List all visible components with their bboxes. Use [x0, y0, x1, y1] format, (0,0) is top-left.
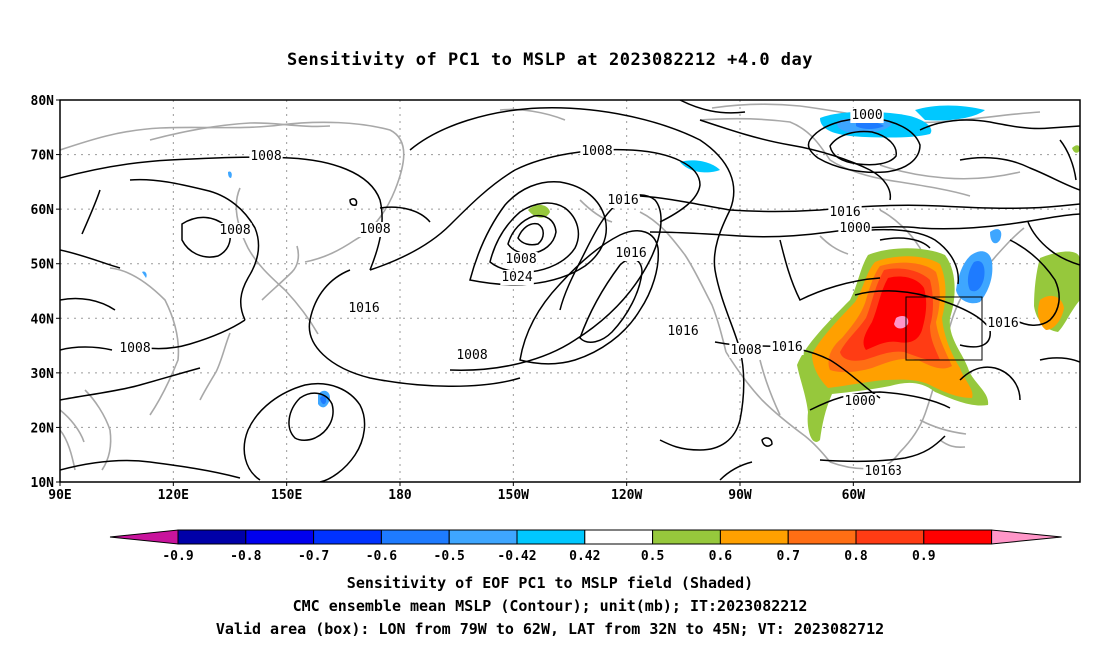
contour-label-bg: [249, 149, 283, 164]
colorbar: -0.9 -0.8 -0.7 -0.6 -0.5 -0.42 0.42 0.5 0.6 0.7 0.…: [109, 529, 1062, 564]
contour-label-bg: [504, 252, 538, 267]
caption-contour: CMC ensemble mean MSLP (Contour); unit(m…: [292, 597, 808, 615]
colorbar-bin: [177, 529, 247, 545]
sensitivity-shading: [142, 105, 1080, 442]
contour-label-bg: [828, 205, 862, 220]
lon-tick-label: 150E: [271, 488, 302, 503]
colorbar-bin: [380, 529, 450, 545]
colorbar-bin: [245, 529, 315, 545]
valid-area-box: [905, 296, 983, 361]
contour-label-bg: [770, 340, 804, 355]
contour-label: 1008: [250, 149, 281, 164]
colorbar-bin: [855, 529, 925, 545]
page-title: Sensitivity of PC1 to MSLP at 2023082212…: [286, 50, 813, 70]
contour-label-bg: [850, 108, 884, 123]
lat-tick-label: 80N: [31, 94, 55, 109]
lat-tick-label: 30N: [31, 367, 55, 382]
contour-label-bg: [218, 223, 252, 238]
colorbar-tick-label: -0.7: [298, 549, 329, 564]
colorbar-tick-label: 0.7: [776, 549, 799, 564]
colorbar-bin: [448, 529, 518, 545]
colorbar-bin: [719, 529, 789, 545]
contour-label-bg: [500, 270, 534, 285]
contour-label: 1024: [501, 270, 532, 285]
colorbar-tick-label: 0.9: [912, 549, 935, 564]
lat-tick-label: 60N: [31, 203, 55, 218]
caption-valid-area: Valid area (box): LON from 79W to 62W, L…: [215, 620, 885, 638]
colorbar-tick-label: -0.6: [366, 549, 397, 564]
colorbar-tick-label: 0.5: [641, 549, 664, 564]
contour-label-bg: [986, 316, 1020, 331]
colorbar-bin: [313, 529, 382, 545]
colorbar-tick-label: -0.42: [497, 549, 536, 564]
contour-label-bg: [455, 348, 489, 363]
contour-label-bg: [606, 193, 640, 208]
lat-tick-label: 10N: [31, 476, 55, 491]
contour-label: 1016: [864, 464, 895, 479]
contour-label: 1008: [581, 144, 612, 159]
contour-label: 1000: [839, 221, 870, 236]
contour-label: 1016: [348, 301, 379, 316]
colorbar-tick-label: -0.5: [434, 549, 465, 564]
lon-tick-label: 180: [388, 488, 412, 503]
contour-label-bg: [843, 394, 877, 409]
contour-label-bg: [729, 343, 763, 358]
contour-label: 1016: [771, 340, 802, 355]
colorbar-tick-label: 0.6: [709, 549, 733, 564]
lon-tick-label: 150W: [498, 488, 529, 503]
contour-label-bg: [358, 222, 392, 237]
contour-label: 1016: [615, 246, 646, 261]
contour-label: 1008: [219, 223, 250, 238]
gridlines: [60, 100, 1080, 482]
lat-tick-label: 40N: [31, 312, 55, 327]
colorbar-over-triangle: [991, 529, 1062, 545]
colorbar-tick-label: 0.42: [569, 549, 600, 564]
colorbar-bin: [652, 529, 721, 545]
lon-tick-label: 90E: [48, 488, 71, 503]
lat-tick-label: 50N: [31, 258, 55, 273]
contour-label: 1008: [730, 343, 761, 358]
axis-layer: 10N 20N 30N 40N 50N 60N 70N 80N 90E 120E 150E 180 15…: [31, 94, 866, 503]
colorbar-under-triangle: [109, 529, 179, 545]
contour-label-bg: [580, 144, 614, 159]
colorbar-bin: [584, 529, 654, 545]
contour-label-bg: [347, 301, 381, 316]
lat-tick-label: 70N: [31, 149, 55, 164]
lon-tick-label: 60W: [842, 488, 866, 503]
contour-label: 1008: [359, 222, 390, 237]
contour-label-bg: [614, 246, 648, 261]
lon-tick-label: 120E: [158, 488, 189, 503]
colorbar-bin: [787, 529, 857, 545]
colorbar-bin: [516, 529, 586, 545]
contour-label: 1008: [456, 348, 487, 363]
contour-label-bg: [863, 464, 897, 479]
colorbar-tick-label: 0.8: [844, 549, 868, 564]
contour-label: 1008: [505, 252, 536, 267]
map-frame: [59, 99, 1081, 483]
coastlines: [60, 103, 1041, 471]
colorbar-bin: [923, 529, 993, 545]
colorbar-tick-label: -0.9: [162, 549, 193, 564]
contour-label-bg: [118, 341, 152, 356]
lat-tick-label: 20N: [31, 421, 55, 436]
contour-label: 1016: [667, 324, 698, 339]
contour-label-bg: [666, 324, 700, 339]
contour-label: 1000: [851, 108, 882, 123]
contour-label: 1016: [829, 205, 860, 220]
colorbar-tick-label: -0.8: [230, 549, 261, 564]
contour-label: 1016: [987, 316, 1018, 331]
lon-tick-label: 90W: [728, 488, 752, 503]
lon-tick-label: 120W: [611, 488, 642, 503]
contour-label: 1000: [844, 394, 875, 409]
contour-label: 1016: [607, 193, 638, 208]
caption-shaded: Sensitivity of EOF PC1 to MSLP field (Sh…: [346, 574, 754, 592]
contour-label: 1008: [119, 341, 150, 356]
contour-label-bg: [838, 221, 872, 236]
